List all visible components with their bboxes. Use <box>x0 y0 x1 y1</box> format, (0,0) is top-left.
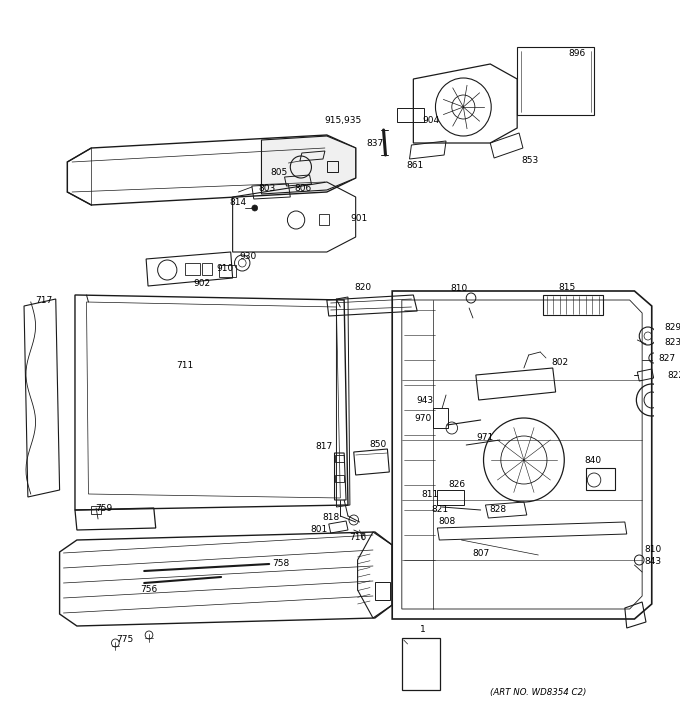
Text: 820: 820 <box>355 283 372 291</box>
Circle shape <box>252 205 258 211</box>
Text: (ART NO. WD8354 C2): (ART NO. WD8354 C2) <box>490 689 587 697</box>
Polygon shape <box>262 136 356 194</box>
Text: 811: 811 <box>421 489 439 499</box>
Text: 904: 904 <box>422 115 439 125</box>
Text: 807: 807 <box>472 549 490 558</box>
Bar <box>319 214 328 225</box>
Text: 817: 817 <box>316 442 333 450</box>
Text: 840: 840 <box>585 455 602 465</box>
Text: 801: 801 <box>311 526 328 534</box>
Text: 1: 1 <box>420 626 426 634</box>
Text: 896: 896 <box>568 49 585 57</box>
Bar <box>586 468 615 490</box>
Text: 826: 826 <box>448 479 465 489</box>
Text: 756: 756 <box>140 584 158 594</box>
Text: 775: 775 <box>116 634 133 644</box>
Text: 822: 822 <box>667 370 680 379</box>
Bar <box>335 455 344 462</box>
Bar <box>219 265 235 277</box>
Bar <box>397 108 424 122</box>
Text: 810: 810 <box>451 283 468 292</box>
Bar <box>327 161 339 172</box>
Text: 814: 814 <box>230 197 247 207</box>
Text: 716: 716 <box>349 532 367 542</box>
Bar <box>184 263 200 275</box>
Text: 828: 828 <box>490 505 507 515</box>
Text: 805: 805 <box>270 167 288 176</box>
Text: 837: 837 <box>367 138 384 147</box>
Text: 915,935: 915,935 <box>324 115 362 125</box>
Bar <box>437 490 464 505</box>
Text: 910: 910 <box>216 263 233 273</box>
Text: 759: 759 <box>95 503 112 513</box>
Text: 803: 803 <box>258 183 276 193</box>
Text: 810: 810 <box>644 544 662 553</box>
Text: 823: 823 <box>664 338 680 347</box>
Bar <box>375 582 390 600</box>
Text: 758: 758 <box>272 560 289 568</box>
Text: 818: 818 <box>322 513 339 521</box>
Bar <box>432 408 448 428</box>
Text: 806: 806 <box>294 183 311 193</box>
Bar <box>202 263 212 275</box>
Text: 970: 970 <box>414 413 432 423</box>
Text: 829: 829 <box>664 323 680 331</box>
Text: 808: 808 <box>439 518 456 526</box>
Bar <box>91 506 101 514</box>
Text: 902: 902 <box>193 278 210 288</box>
Text: 853: 853 <box>521 155 539 165</box>
Text: 901: 901 <box>350 213 367 223</box>
Bar <box>517 47 594 115</box>
Text: 943: 943 <box>416 396 433 405</box>
Bar <box>335 475 344 482</box>
Text: 821: 821 <box>432 505 449 515</box>
Text: 815: 815 <box>558 283 576 291</box>
Text: 971: 971 <box>477 433 494 442</box>
Bar <box>402 638 440 690</box>
Text: 861: 861 <box>407 160 424 170</box>
Text: 717: 717 <box>35 296 53 304</box>
Text: 843: 843 <box>644 558 661 566</box>
Text: 802: 802 <box>552 357 569 367</box>
Text: 930: 930 <box>239 252 256 260</box>
Text: 850: 850 <box>369 439 386 449</box>
Text: 711: 711 <box>176 360 193 370</box>
Bar <box>543 295 602 315</box>
Text: 827: 827 <box>658 354 676 362</box>
